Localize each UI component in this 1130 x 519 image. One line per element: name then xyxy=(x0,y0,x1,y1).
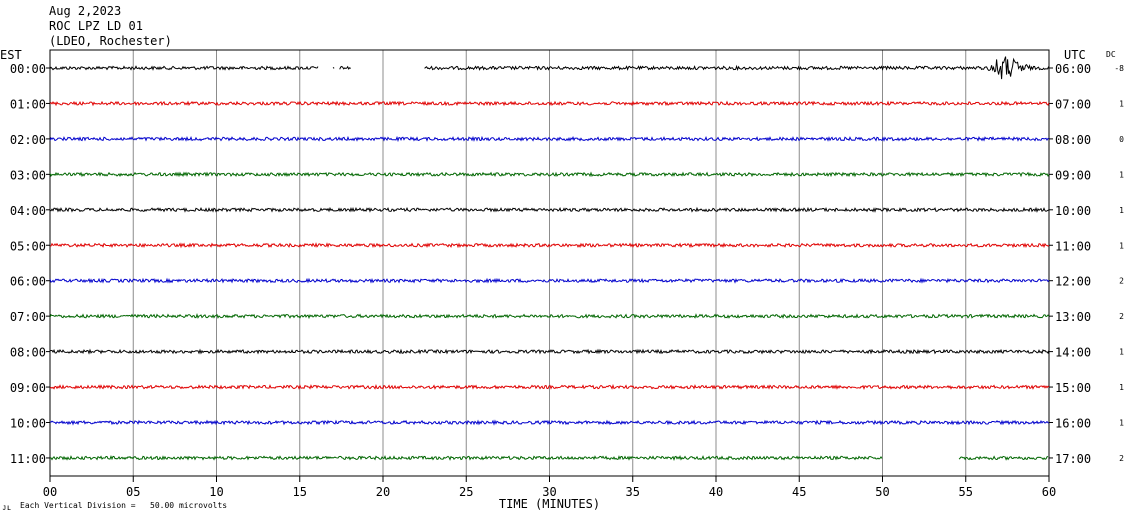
utc-time-label: 16:00 xyxy=(1055,417,1091,431)
x-tick-label: 55 xyxy=(959,485,973,499)
est-time-label: 04:00 xyxy=(10,204,46,218)
x-tick-label: 15 xyxy=(293,485,307,499)
network-label: (LDEO, Rochester) xyxy=(49,34,172,48)
seismic-trace xyxy=(49,100,1050,107)
date-label: Aug 2,2023 xyxy=(49,4,122,18)
utc-axis-title: UTC xyxy=(1064,48,1086,62)
x-tick-label: 05 xyxy=(126,485,140,499)
est-time-label: 07:00 xyxy=(10,310,46,324)
est-time-label: 09:00 xyxy=(10,381,46,395)
corner-mark: ᴊʟ xyxy=(2,503,12,512)
dc-offset-label: -8 xyxy=(1114,64,1124,73)
seismic-trace xyxy=(49,383,1050,391)
x-tick-label: 35 xyxy=(626,485,640,499)
utc-time-label: 07:00 xyxy=(1055,97,1091,111)
x-axis-label: TIME (MINUTES) xyxy=(499,497,600,511)
dc-offset-label: 1 xyxy=(1119,419,1124,428)
seismic-trace xyxy=(49,312,1050,320)
dc-offset-label: 0 xyxy=(1119,135,1124,144)
seismic-trace xyxy=(49,348,1050,355)
est-time-label: 11:00 xyxy=(10,452,46,466)
seismic-trace xyxy=(49,419,1050,426)
x-tick-label: 50 xyxy=(875,485,889,499)
dc-offset-label: 1 xyxy=(1119,241,1124,250)
utc-time-label: 15:00 xyxy=(1055,381,1091,395)
seismic-trace xyxy=(424,56,1050,80)
utc-time-label: 17:00 xyxy=(1055,452,1091,466)
utc-time-label: 13:00 xyxy=(1055,310,1091,324)
dc-offset-label: 2 xyxy=(1119,312,1124,321)
utc-time-label: 12:00 xyxy=(1055,275,1091,289)
dc-offset-label: 1 xyxy=(1119,348,1124,357)
utc-time-label: 14:00 xyxy=(1055,346,1091,360)
x-tick-label: 25 xyxy=(459,485,473,499)
x-tick-label: 20 xyxy=(376,485,390,499)
seismic-trace xyxy=(49,65,319,71)
x-tick-label: 00 xyxy=(43,485,57,499)
est-time-label: 00:00 xyxy=(10,62,46,76)
est-time-label: 01:00 xyxy=(10,97,46,111)
dc-offset-label: 2 xyxy=(1119,454,1124,463)
est-time-label: 10:00 xyxy=(10,417,46,431)
x-tick-label: 40 xyxy=(709,485,723,499)
seismic-trace xyxy=(332,67,335,69)
est-time-label: 05:00 xyxy=(10,239,46,253)
dc-offset-label: 1 xyxy=(1119,383,1124,392)
x-tick-label: 45 xyxy=(792,485,806,499)
seismic-trace xyxy=(49,277,1050,284)
seismic-trace xyxy=(49,242,1050,249)
seismic-trace xyxy=(49,171,1050,178)
x-tick-label: 10 xyxy=(209,485,223,499)
x-tick-label: 60 xyxy=(1042,485,1056,499)
dc-offset-label: 2 xyxy=(1119,277,1124,286)
est-time-label: 06:00 xyxy=(10,275,46,289)
seismic-trace xyxy=(50,455,883,461)
utc-time-label: 11:00 xyxy=(1055,239,1091,253)
scale-note: Each Vertical Division = 50.00 microvolt… xyxy=(20,501,228,510)
seismic-trace xyxy=(49,135,1050,143)
est-axis-title: EST xyxy=(0,48,22,62)
est-time-label: 03:00 xyxy=(10,168,46,182)
dc-column-title: DC xyxy=(1106,50,1116,59)
seismic-trace xyxy=(339,65,351,70)
est-time-label: 08:00 xyxy=(10,346,46,360)
x-tick-label: 30 xyxy=(542,485,556,499)
seismic-trace xyxy=(49,206,1050,213)
utc-time-label: 08:00 xyxy=(1055,133,1091,147)
utc-time-label: 09:00 xyxy=(1055,168,1091,182)
utc-time-label: 10:00 xyxy=(1055,204,1091,218)
est-time-label: 02:00 xyxy=(10,133,46,147)
station-label: ROC LPZ LD 01 xyxy=(49,19,143,33)
dc-offset-label: 1 xyxy=(1119,206,1124,215)
utc-time-label: 06:00 xyxy=(1055,62,1091,76)
seismic-trace xyxy=(958,455,1049,461)
dc-offset-label: 1 xyxy=(1119,99,1124,108)
dc-offset-label: 1 xyxy=(1119,170,1124,179)
